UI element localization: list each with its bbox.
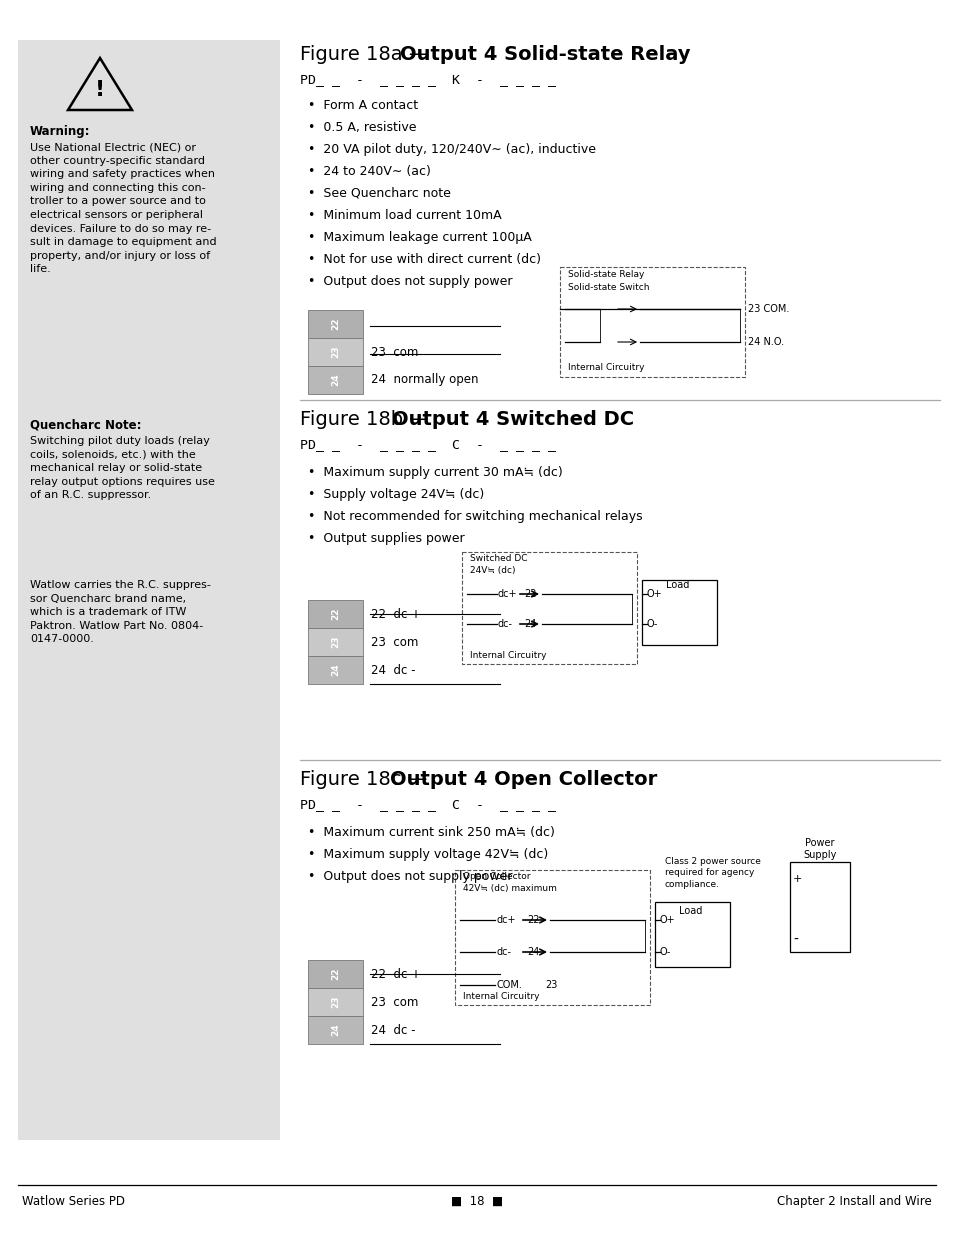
Text: !: ! <box>95 80 105 100</box>
Text: Class 2 power source
required for agency
compliance.: Class 2 power source required for agency… <box>664 857 760 889</box>
Bar <box>461 552 637 664</box>
Text: Power
Supply: Power Supply <box>802 839 836 860</box>
Text: Open Collector: Open Collector <box>462 872 530 881</box>
Text: •  24 to 240V∼ (ac): • 24 to 240V∼ (ac) <box>308 165 431 178</box>
Text: 22  dc +: 22 dc + <box>371 967 420 981</box>
Text: •  See Quencharc note: • See Quencharc note <box>308 186 451 200</box>
Text: •  Not recommended for switching mechanical relays: • Not recommended for switching mechanic… <box>308 510 642 522</box>
Bar <box>308 338 363 366</box>
Text: •  Output does not supply power: • Output does not supply power <box>308 275 512 288</box>
Text: 23: 23 <box>544 981 557 990</box>
Text: O+: O+ <box>659 915 675 925</box>
Text: Figure 18a —: Figure 18a — <box>299 44 435 64</box>
Text: 22: 22 <box>331 968 339 981</box>
Text: Figure 18b —: Figure 18b — <box>299 410 435 429</box>
Text: Solid-state Relay: Solid-state Relay <box>567 270 643 279</box>
Text: COM.: COM. <box>497 981 522 990</box>
Text: O+: O+ <box>646 589 662 599</box>
Text: •  Maximum current sink 250 mA≒ (dc): • Maximum current sink 250 mA≒ (dc) <box>308 826 555 839</box>
Text: •  0.5 A, resistive: • 0.5 A, resistive <box>308 121 416 135</box>
Bar <box>559 267 744 377</box>
Text: Load: Load <box>665 580 689 590</box>
Bar <box>455 869 649 1005</box>
Text: Use National Electric (NEC) or
other country-specific standard
wiring and safety: Use National Electric (NEC) or other cou… <box>30 142 216 274</box>
Text: -: - <box>792 932 797 947</box>
Text: PD_ _  -  _ _ _ _  K  -  _ _ _ _: PD_ _ - _ _ _ _ K - _ _ _ _ <box>299 73 556 86</box>
Bar <box>789 862 849 952</box>
Text: 24: 24 <box>331 663 339 677</box>
Text: 24: 24 <box>526 947 538 957</box>
Text: •  Not for use with direct current (dc): • Not for use with direct current (dc) <box>308 253 540 266</box>
Text: Switching pilot duty loads (relay
coils, solenoids, etc.) with the
mechanical re: Switching pilot duty loads (relay coils,… <box>30 436 214 500</box>
Text: 42V≒ (dc) maximum: 42V≒ (dc) maximum <box>462 884 557 893</box>
Text: Output 4 Solid-state Relay: Output 4 Solid-state Relay <box>399 44 690 64</box>
Text: Internal Circuitry: Internal Circuitry <box>462 992 539 1002</box>
Text: dc+: dc+ <box>497 589 517 599</box>
Text: 23  com: 23 com <box>371 995 418 1009</box>
Text: •  Maximum supply current 30 mA≒ (dc): • Maximum supply current 30 mA≒ (dc) <box>308 466 562 479</box>
Text: O-: O- <box>646 619 658 629</box>
Text: O-: O- <box>659 947 671 957</box>
Text: •  Maximum leakage current 100μA: • Maximum leakage current 100μA <box>308 231 531 245</box>
Text: 24: 24 <box>331 374 339 387</box>
Text: ■  18  ■: ■ 18 ■ <box>451 1195 502 1208</box>
Text: PD_ _  -  _ _ _ _  C  -  _ _ _ _: PD_ _ - _ _ _ _ C - _ _ _ _ <box>299 798 556 811</box>
Text: Warning:: Warning: <box>30 125 91 138</box>
Text: 22: 22 <box>331 608 339 620</box>
Bar <box>308 600 363 629</box>
Text: •  20 VA pilot duty, 120/240V∼ (ac), inductive: • 20 VA pilot duty, 120/240V∼ (ac), indu… <box>308 143 596 156</box>
Bar <box>308 1016 363 1044</box>
Bar <box>308 656 363 684</box>
Text: +: + <box>792 874 801 884</box>
Text: 23  com: 23 com <box>371 636 418 648</box>
Text: 24V≒ (dc): 24V≒ (dc) <box>470 566 515 576</box>
Bar <box>655 902 729 967</box>
Text: 24  normally open: 24 normally open <box>371 373 478 387</box>
Text: Chapter 2 Install and Wire: Chapter 2 Install and Wire <box>777 1195 931 1208</box>
Text: 22: 22 <box>331 317 339 330</box>
Text: dc-: dc- <box>497 947 512 957</box>
Text: •  Supply voltage 24V≒ (dc): • Supply voltage 24V≒ (dc) <box>308 488 484 501</box>
Text: dc+: dc+ <box>497 915 516 925</box>
Text: 24  dc -: 24 dc - <box>371 1024 416 1036</box>
Bar <box>308 988 363 1016</box>
Text: 23  com: 23 com <box>371 346 418 358</box>
Text: 23 COM.: 23 COM. <box>747 304 788 314</box>
Text: •  Minimum load current 10mA: • Minimum load current 10mA <box>308 209 501 222</box>
Text: •  Form A contact: • Form A contact <box>308 99 417 112</box>
Text: 22: 22 <box>523 589 536 599</box>
Text: Watlow Series PD: Watlow Series PD <box>22 1195 125 1208</box>
Text: •  Output does not supply power: • Output does not supply power <box>308 869 512 883</box>
Text: dc-: dc- <box>497 619 513 629</box>
Text: Solid-state Switch: Solid-state Switch <box>567 283 649 291</box>
Text: Internal Circuitry: Internal Circuitry <box>470 651 546 659</box>
Text: •  Maximum supply voltage 42V≒ (dc): • Maximum supply voltage 42V≒ (dc) <box>308 848 548 861</box>
Text: Output 4 Switched DC: Output 4 Switched DC <box>392 410 634 429</box>
Text: Quencharc Note:: Quencharc Note: <box>30 417 141 431</box>
Text: 24: 24 <box>331 1024 339 1036</box>
Text: 23: 23 <box>331 636 339 648</box>
Text: 23: 23 <box>331 995 339 1008</box>
Bar <box>308 960 363 988</box>
Text: 24  dc -: 24 dc - <box>371 663 416 677</box>
Bar <box>308 629 363 656</box>
Text: 22: 22 <box>526 915 539 925</box>
Text: Watlow carries the R.C. suppres-
sor Quencharc brand name,
which is a trademark : Watlow carries the R.C. suppres- sor Que… <box>30 580 211 645</box>
Text: 22  dc +: 22 dc + <box>371 608 420 620</box>
Bar <box>641 580 717 645</box>
Text: Internal Circuitry: Internal Circuitry <box>567 363 644 372</box>
Bar <box>308 310 363 338</box>
Bar <box>18 40 280 1140</box>
Text: 24: 24 <box>523 619 536 629</box>
Text: Output 4 Open Collector: Output 4 Open Collector <box>390 769 657 789</box>
Text: PD_ _  -  _ _ _ _  C  -  _ _ _ _: PD_ _ - _ _ _ _ C - _ _ _ _ <box>299 438 556 451</box>
Bar <box>308 366 363 394</box>
Text: 24 N.O.: 24 N.O. <box>747 337 783 347</box>
Text: Figure 18c —: Figure 18c — <box>299 769 434 789</box>
Text: •  Output supplies power: • Output supplies power <box>308 532 464 545</box>
Text: 23: 23 <box>331 346 339 358</box>
Text: Switched DC: Switched DC <box>470 555 527 563</box>
Text: Load: Load <box>679 906 701 916</box>
